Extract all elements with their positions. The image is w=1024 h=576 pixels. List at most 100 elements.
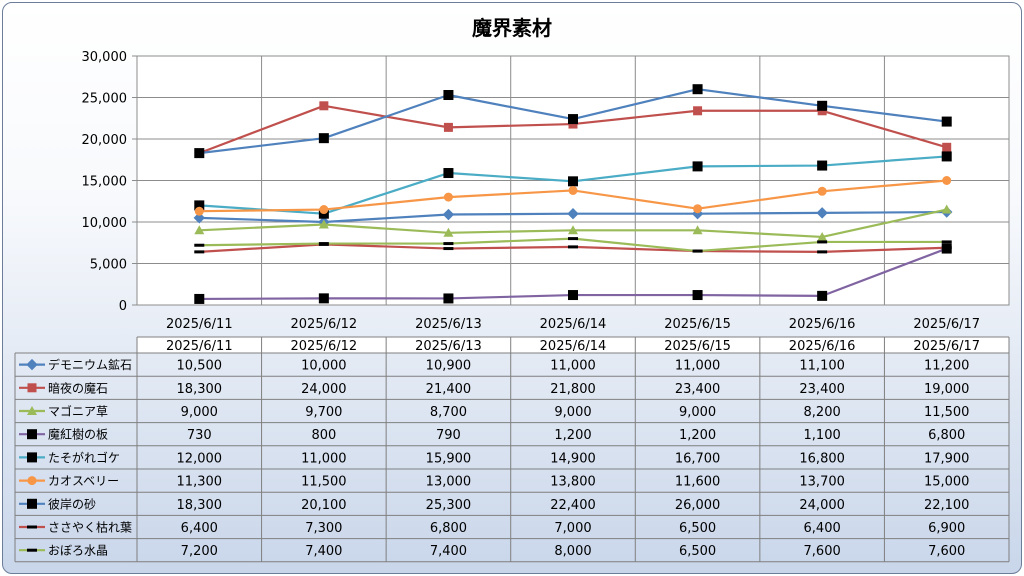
table-cell: 9,000 (679, 405, 716, 420)
data-point (942, 176, 952, 185)
table-cell: 6,900 (928, 521, 965, 536)
data-point (318, 242, 329, 246)
data-point (27, 525, 37, 529)
data-point (319, 205, 329, 215)
series-3 (194, 204, 952, 241)
data-point (443, 122, 453, 132)
data-point (568, 237, 578, 241)
table-header-bg (137, 337, 1009, 353)
data-point (568, 114, 578, 125)
data-point (194, 200, 205, 211)
data-point (194, 206, 204, 216)
x-tick-label: 2025/6/14 (540, 317, 607, 332)
table-header-cell: 2025/6/12 (291, 339, 358, 354)
table-cell: 22,100 (924, 498, 970, 513)
legend-label: 魔紅樹の板 (48, 427, 108, 442)
data-point (194, 243, 205, 247)
table-cell: 1,200 (679, 428, 716, 443)
table-cell: 10,900 (426, 359, 472, 374)
table-row: ささやく枯れ葉 6,400 7,300 6,800 7,000 6,500 6,400 6,9… (19, 520, 965, 536)
x-tick-label: 2025/6/11 (166, 317, 233, 332)
data-point (817, 160, 828, 171)
table-cell: 6,400 (181, 521, 218, 536)
data-point (941, 246, 952, 250)
table-cell: 24,000 (799, 498, 845, 513)
data-point (318, 133, 329, 144)
data-point (27, 548, 37, 552)
data-point (568, 176, 578, 187)
table-cell: 13,700 (799, 475, 845, 490)
data-point (692, 225, 703, 235)
table-cell: 13,800 (550, 475, 596, 490)
table-row: たそがれゴケ 12,000 11,000 15,900 14,900 16,700 16,8… (19, 450, 970, 466)
data-point (27, 406, 37, 415)
y-tick-label: 0 (119, 299, 127, 314)
data-point (27, 498, 37, 509)
table-cell: 24,000 (301, 382, 347, 397)
table-cell: 16,800 (799, 451, 845, 466)
table-cell: 21,400 (426, 382, 472, 397)
data-point (941, 204, 952, 214)
table-cell: 22,400 (550, 498, 596, 513)
table-cell: 11,000 (550, 359, 596, 374)
table-cell: 19,000 (924, 382, 970, 397)
table-cell: 20,100 (301, 498, 347, 513)
y-tick-label: 5,000 (90, 258, 127, 273)
table-cell: 11,000 (675, 359, 721, 374)
legend-label: マゴニア草 (48, 404, 108, 419)
table-header-cell: 2025/6/16 (789, 339, 856, 354)
table-cell: 7,000 (554, 521, 591, 536)
plot-area: 0 5,000 10,000 15,000 20,000 25,000 30,000 (82, 50, 1010, 314)
table-header-cell: 2025/6/17 (913, 339, 980, 354)
table-cell: 7,300 (305, 521, 342, 536)
data-point (27, 452, 37, 463)
table-header-cell: 2025/6/13 (415, 339, 482, 354)
data-point (817, 240, 828, 244)
table-cell: 11,100 (799, 359, 845, 374)
table-cell: 26,000 (675, 498, 721, 513)
table-cell: 23,400 (799, 382, 845, 397)
data-point (816, 207, 828, 219)
table-cell: 1,100 (804, 428, 841, 443)
table-cell: 6,500 (679, 521, 716, 536)
data-point (568, 185, 578, 195)
table-row: 暗夜の魔石 18,300 24,000 21,400 21,800 23,400 23,40… (19, 380, 969, 397)
data-point (692, 84, 703, 95)
x-tick-label: 2025/6/17 (913, 317, 980, 332)
data-point (568, 245, 578, 249)
data-point (27, 383, 37, 393)
legend-label: デモニウム鉱石 (48, 357, 132, 372)
x-tick-label: 2025/6/13 (415, 317, 482, 332)
table-cell: 7,600 (928, 544, 965, 559)
table-cell: 7,400 (430, 544, 467, 559)
chart-title: 魔界素材 (472, 16, 552, 40)
legend-label: 暗夜の魔石 (48, 380, 108, 395)
table-row: デモニウム鉱石 10,500 10,000 10,900 11,000 11,000 11,… (19, 357, 969, 374)
table-cell: 15,000 (924, 475, 970, 490)
data-point (817, 100, 828, 111)
data-point (443, 247, 454, 251)
table-cell: 12,000 (177, 451, 223, 466)
table-cell: 17,900 (924, 451, 970, 466)
table-cell: 11,000 (301, 451, 347, 466)
table-cell: 18,300 (177, 382, 223, 397)
table-cell: 8,000 (554, 544, 591, 559)
table-cell: 6,500 (679, 544, 716, 559)
table-cell: 6,800 (928, 428, 965, 443)
table-cell: 6,400 (804, 521, 841, 536)
series-6 (194, 176, 952, 216)
table-cell: 1,200 (554, 428, 591, 443)
data-point (817, 250, 828, 254)
data-point (318, 293, 329, 304)
data-point (443, 293, 454, 304)
data-point (693, 106, 703, 116)
legend-label: ささやく枯れ葉 (48, 520, 132, 535)
data-point (443, 168, 454, 179)
data-point (443, 242, 454, 246)
table-cell: 18,300 (177, 498, 223, 513)
table-cell: 730 (187, 428, 212, 443)
table-cell: 9,700 (305, 405, 342, 420)
table-cell: 23,400 (675, 382, 721, 397)
table-cell: 7,400 (305, 544, 342, 559)
data-point (27, 429, 37, 440)
